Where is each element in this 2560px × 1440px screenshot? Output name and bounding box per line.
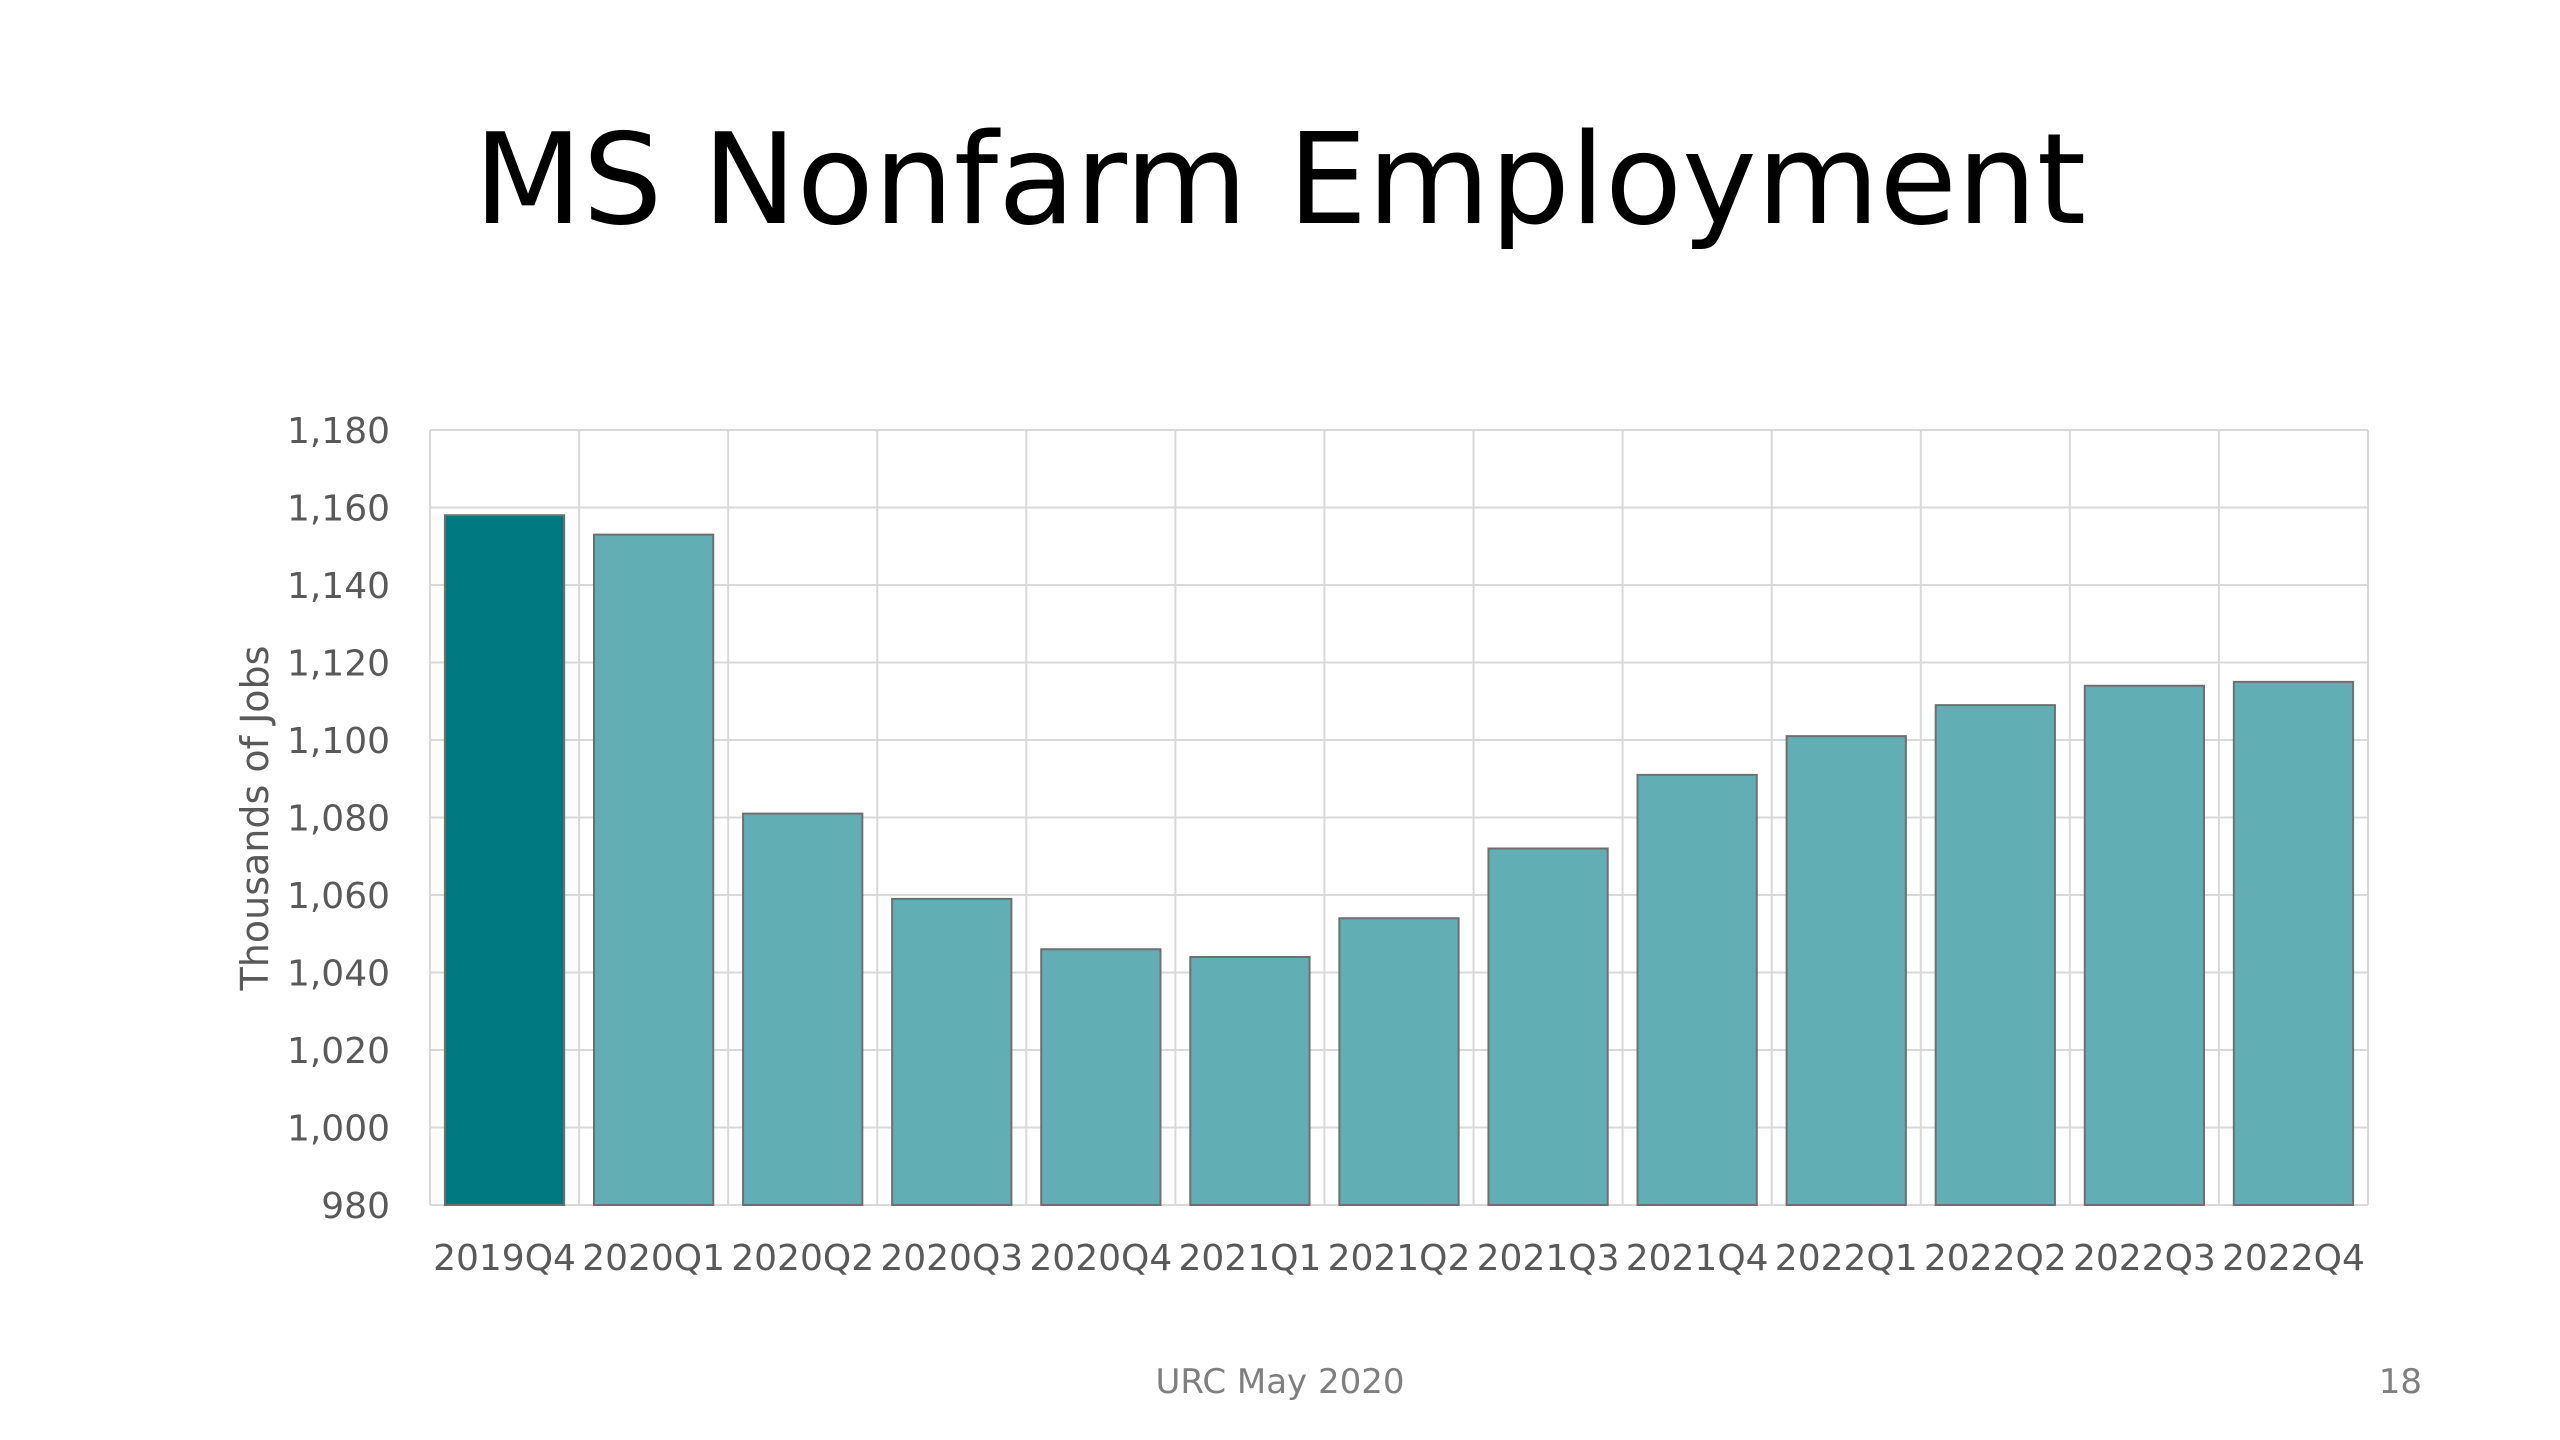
bar-2021Q3 xyxy=(1487,847,1609,1206)
x-tick-label: 2020Q4 xyxy=(1029,1238,1172,1279)
y-tick-label: 1,020 xyxy=(287,1031,390,1072)
x-tick-label: 2022Q4 xyxy=(2222,1238,2365,1279)
y-axis-title: Thousands of Jobs xyxy=(233,646,277,992)
y-tick-label: 1,080 xyxy=(287,799,390,840)
y-tick-label: 1,040 xyxy=(287,954,390,995)
page-number: 18 xyxy=(2378,1362,2422,1402)
x-tick-label: 2022Q1 xyxy=(1775,1238,1918,1279)
x-tick-label: 2022Q2 xyxy=(1924,1238,2067,1279)
y-tick-label: 1,000 xyxy=(287,1109,390,1150)
footer-text: URC May 2020 xyxy=(1155,1362,1405,1402)
bars xyxy=(443,514,2355,1206)
x-tick-label: 2019Q4 xyxy=(433,1238,576,1279)
x-tick-label: 2021Q4 xyxy=(1626,1238,1769,1279)
bar-2020Q1 xyxy=(592,533,715,1206)
bar-2019Q4 xyxy=(443,514,566,1206)
y-tick-label: 1,060 xyxy=(287,876,390,917)
x-tick-label: 2021Q2 xyxy=(1328,1238,1471,1279)
bar-2022Q2 xyxy=(1934,704,2056,1206)
y-axis-ticks: 980 1,000 1,020 1,040 1,060 1,080 1,100 1,120 1,… xyxy=(287,411,390,1227)
y-tick-label: 1,160 xyxy=(287,489,390,530)
bar-2022Q4 xyxy=(2232,680,2355,1206)
x-tick-label: 2020Q2 xyxy=(731,1238,874,1279)
slide-title: MS Nonfarm Employment xyxy=(473,106,2087,253)
y-tick-label: 1,100 xyxy=(287,721,390,762)
x-axis-ticks: 2019Q4 2020Q1 2020Q2 2020Q3 2020Q4 2021Q1 2021… xyxy=(433,1238,2365,1279)
bar-2022Q1 xyxy=(1785,735,1907,1206)
bar-2020Q3 xyxy=(891,897,1013,1206)
y-tick-label: 1,140 xyxy=(287,566,390,607)
y-tick-label: 1,120 xyxy=(287,644,390,685)
bar-2021Q2 xyxy=(1338,917,1460,1206)
x-tick-label: 2020Q3 xyxy=(880,1238,1023,1279)
y-tick-label: 1,180 xyxy=(287,411,390,452)
bar-2020Q4 xyxy=(1040,948,1162,1206)
x-tick-label: 2022Q3 xyxy=(2073,1238,2216,1279)
x-tick-label: 2020Q1 xyxy=(582,1238,725,1279)
x-tick-label: 2021Q3 xyxy=(1477,1238,1620,1279)
bar-2021Q1 xyxy=(1189,956,1311,1206)
bar-2022Q3 xyxy=(2083,684,2206,1206)
y-tick-label: 980 xyxy=(321,1186,390,1227)
bar-2021Q4 xyxy=(1636,773,1758,1206)
bar-2020Q2 xyxy=(742,812,864,1206)
x-tick-label: 2021Q1 xyxy=(1178,1238,1321,1279)
